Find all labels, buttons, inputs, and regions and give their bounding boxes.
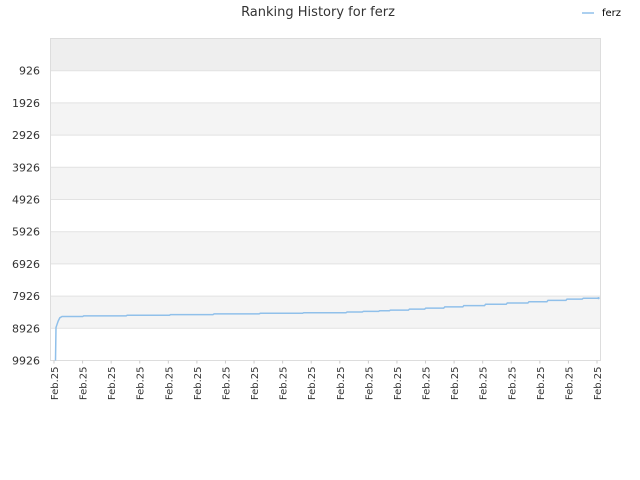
x-tick-label: Feb.25 xyxy=(279,367,290,401)
plot-band xyxy=(50,263,601,297)
x-tick-label: Feb.25 xyxy=(536,367,547,401)
x-tick-label: Feb.25 xyxy=(107,367,118,401)
y-axis-ticks: 926 1926 2926 3926 4926 5926 6926 7926 8926 9926 xyxy=(12,65,40,368)
x-tick-label: Feb.25 xyxy=(507,367,518,401)
y-tick-label: 7926 xyxy=(12,290,40,303)
y-tick-label: 4926 xyxy=(12,194,40,207)
x-tick-label: Feb.25 xyxy=(364,367,375,401)
series-layer xyxy=(54,296,600,361)
x-tick-label: Feb.25 xyxy=(479,367,490,401)
plot-border xyxy=(50,38,601,361)
x-tick-label: Feb.25 xyxy=(250,367,261,401)
x-tick-label: Feb.25 xyxy=(79,367,90,401)
x-tick-label: Feb.25 xyxy=(136,367,147,401)
x-axis-ticks: Feb.25 Feb.25 Feb.25 Feb.25 Feb.25 Feb.25 Feb.… xyxy=(50,360,604,401)
y-tick-label: 1926 xyxy=(12,97,40,110)
series-line-ferz xyxy=(54,297,599,361)
plot-bands xyxy=(50,38,601,361)
y-tick-label: 3926 xyxy=(12,161,40,174)
x-tick-label: Feb.25 xyxy=(336,367,347,401)
y-tick-label: 926 xyxy=(19,65,40,78)
x-tick-label: Feb.25 xyxy=(393,367,404,401)
series-end-point xyxy=(597,296,600,300)
x-tick-label: Feb.25 xyxy=(221,367,232,401)
plot-band xyxy=(50,167,601,200)
plot-band xyxy=(50,70,601,103)
y-tick-label: 5926 xyxy=(12,226,40,239)
y-tick-label: 9926 xyxy=(12,355,40,368)
x-tick-label: Feb.25 xyxy=(193,367,204,401)
plot-band xyxy=(50,102,601,136)
x-tick-label: Feb.25 xyxy=(564,367,575,401)
x-tick-label: Feb.25 xyxy=(164,367,175,401)
y-tick-label: 6926 xyxy=(12,258,40,271)
y-tick-label: 2926 xyxy=(12,129,40,142)
plot-band xyxy=(50,199,601,232)
plot-band xyxy=(50,135,601,168)
plot-band xyxy=(50,38,601,71)
x-tick-label: Feb.25 xyxy=(307,367,318,401)
legend[interactable]: ferz xyxy=(582,8,621,19)
x-tick-label: Feb.25 xyxy=(50,367,61,401)
plot-band xyxy=(50,328,601,361)
x-tick-label: Feb.25 xyxy=(593,367,604,401)
chart-title: Ranking History for ferz xyxy=(241,5,395,20)
x-tick-label: Feb.25 xyxy=(450,367,461,401)
x-tick-label: Feb.25 xyxy=(422,367,433,401)
legend-label-ferz: ferz xyxy=(602,8,621,19)
plot-band xyxy=(50,231,601,264)
y-tick-label: 8926 xyxy=(12,322,40,335)
